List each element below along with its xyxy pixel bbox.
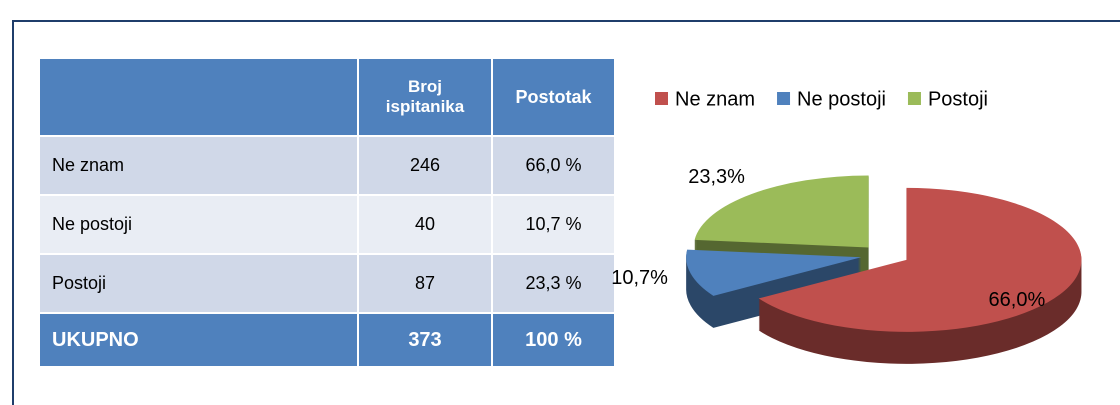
data-label: 10,7% xyxy=(611,267,668,289)
header-cell xyxy=(38,57,359,137)
header-cell: Broj ispitanika xyxy=(357,57,493,137)
frame xyxy=(12,20,1120,405)
cell: 373 xyxy=(357,312,493,368)
legend-swatch xyxy=(777,92,791,105)
row: Ne postoji 40 10,7 % xyxy=(38,194,616,255)
header-row: Broj ispitanika Postotak xyxy=(38,57,616,137)
legend-label: Ne postoji xyxy=(797,88,886,110)
slice xyxy=(758,187,1082,332)
cell: UKUPNO xyxy=(38,312,359,368)
cell: Ne znam xyxy=(38,135,359,196)
legend-swatch xyxy=(655,92,668,105)
legend-label: Postoji xyxy=(928,88,988,110)
data-table: Broj ispitanika Postotak Ne znam 246 66,0 … xyxy=(38,57,616,368)
cell: Ne postoji xyxy=(38,194,359,255)
slice xyxy=(686,249,862,296)
legend-label: Ne znam xyxy=(675,88,755,110)
total-row: UKUPNO 373 100 % xyxy=(38,312,616,368)
cell: 10,7 % xyxy=(491,194,616,255)
cell: 23,3 % xyxy=(491,253,616,314)
cell: 66,0 % xyxy=(491,135,616,196)
cell: 246 xyxy=(357,135,493,196)
legend-swatch xyxy=(907,92,921,105)
header-cell: Postotak xyxy=(491,57,616,137)
data-label: 66,0% xyxy=(989,289,1046,311)
cell: 40 xyxy=(357,194,493,255)
row: Postoji 87 23,3 % xyxy=(38,253,616,314)
slice xyxy=(694,175,869,248)
cell: Postoji xyxy=(38,253,359,314)
data-label: 23,3% xyxy=(688,166,745,188)
cell: 100 % xyxy=(491,312,616,368)
row: Ne znam 246 66,0 % xyxy=(38,135,616,196)
cell: 87 xyxy=(357,253,493,314)
